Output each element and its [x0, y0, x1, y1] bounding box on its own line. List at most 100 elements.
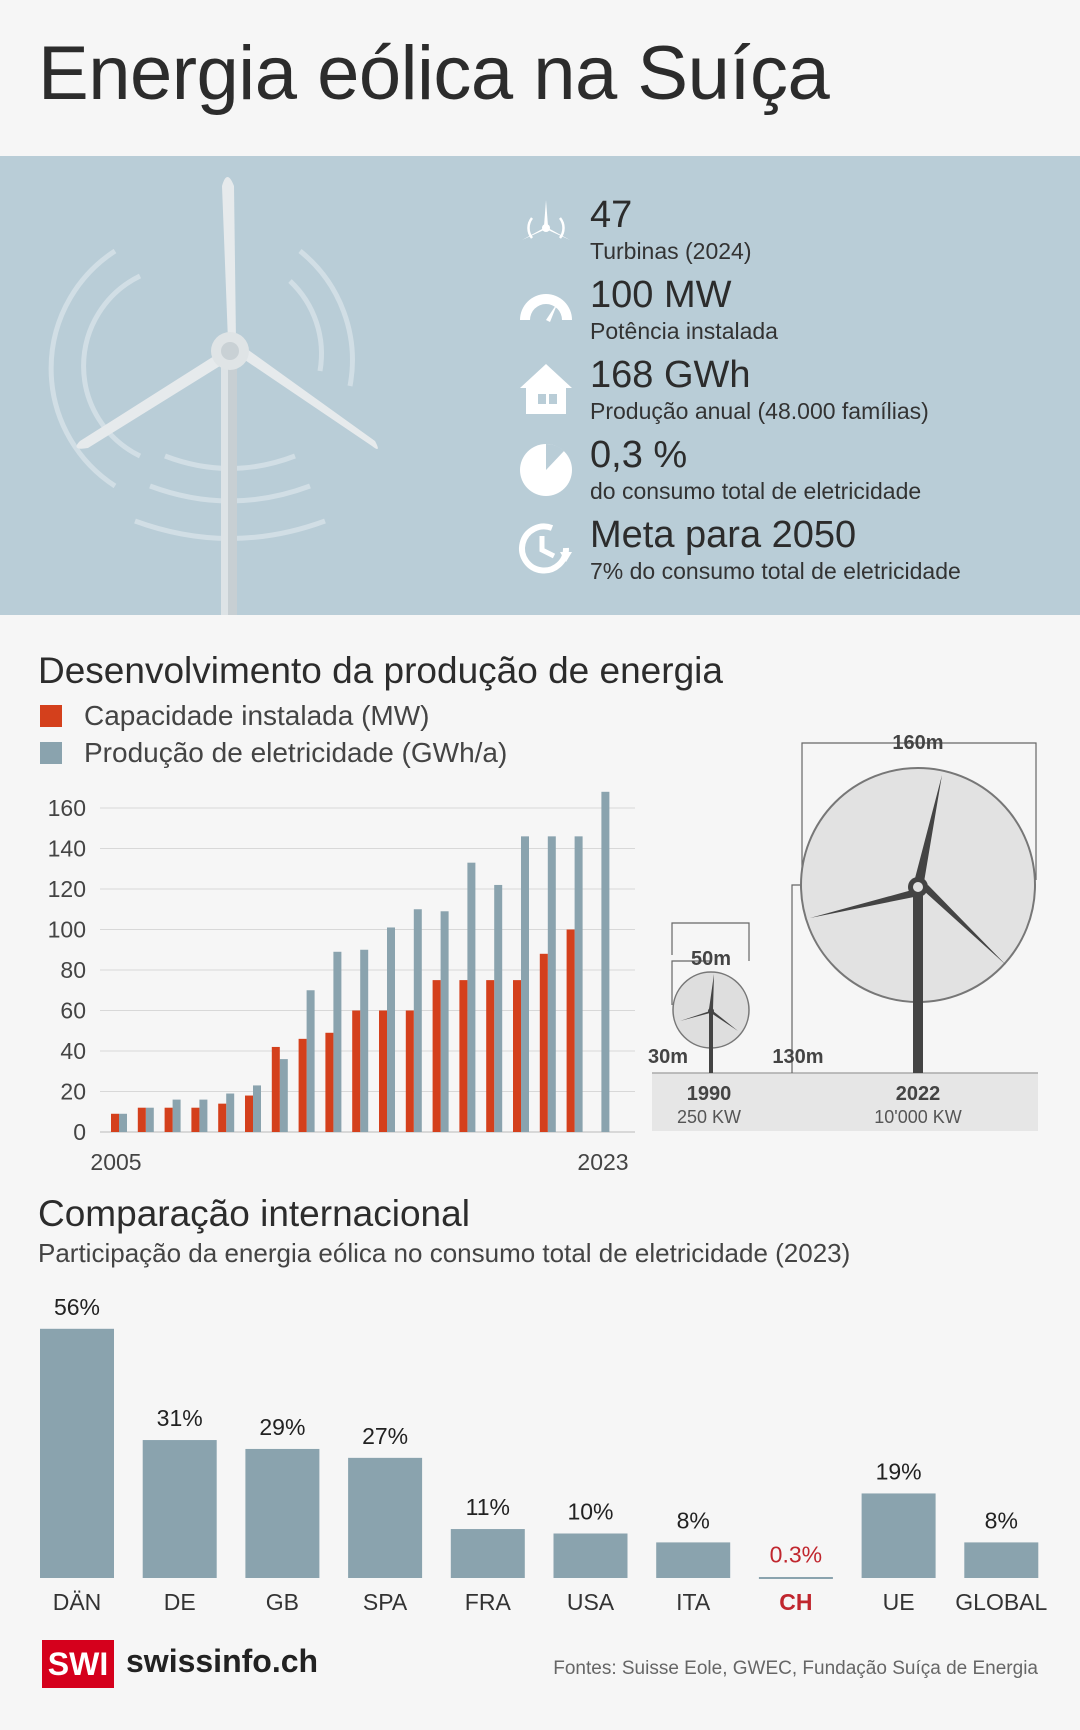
capacity-bar: [164, 1107, 173, 1132]
comparison-category-label: DÄN: [53, 1589, 102, 1615]
capacity-bar: [271, 1046, 280, 1132]
small-power: 250 KW: [677, 1107, 741, 1127]
comparison-bar-gb: [245, 1448, 320, 1578]
development-heading: Desenvolvimento da produção de energia: [38, 650, 723, 691]
production-bar: [547, 836, 556, 1132]
development-bar-chart: 0 20 40 60 80 100 120 140 160 2005 2023: [48, 791, 635, 1175]
comparison-value-label: 56%: [54, 1294, 100, 1320]
comparison-value-label: 19%: [876, 1458, 922, 1484]
capacity-bar: [245, 1095, 253, 1132]
legend-production: Produção de eletricidade (GWh/a): [40, 737, 507, 769]
capacity-bar: [405, 1010, 414, 1132]
y-tick-label: 60: [60, 998, 86, 1024]
capacity-bar: [218, 1103, 227, 1132]
speedometer-icon: [520, 294, 572, 322]
small-hub: [708, 1008, 714, 1014]
comparison-value-label: 0.3%: [770, 1542, 822, 1568]
comparison-category-label: FRA: [465, 1589, 512, 1615]
large-blades: [810, 775, 1006, 965]
target-clock-icon: [519, 523, 572, 574]
large-hub-label: 130m: [772, 1046, 823, 1068]
production-bar: [413, 909, 422, 1132]
production-bar: [253, 1085, 261, 1132]
comparison-category-label: ITA: [676, 1589, 711, 1615]
large-year: 2022: [896, 1083, 941, 1105]
comparison-category-label: USA: [567, 1589, 615, 1615]
small-year: 1990: [687, 1083, 732, 1105]
stat-label: Produção anual (48.000 famílias): [590, 398, 929, 424]
pie-icon: [520, 443, 572, 496]
y-tick-label: 160: [48, 795, 86, 821]
y-tick-label: 80: [60, 957, 86, 983]
capacity-bar: [459, 980, 468, 1132]
comparison-subheading: Participação da energia eólica no consum…: [38, 1238, 851, 1268]
capacity-bar: [298, 1038, 307, 1132]
y-tick-label: 120: [48, 876, 86, 902]
comparison-bar-fra: [450, 1529, 525, 1578]
comparison-value-label: 31%: [157, 1405, 203, 1431]
comparison-value-label: 8%: [985, 1507, 1018, 1533]
comparison-value-label: 10%: [567, 1499, 613, 1525]
comparison-category-label: GLOBAL: [955, 1589, 1047, 1615]
sources-note: Fontes: Suisse Eole, GWEC, Fundação Suíç…: [553, 1658, 1038, 1679]
production-bar: [440, 911, 449, 1132]
production-bar: [387, 927, 395, 1132]
small-tower: [709, 1010, 713, 1073]
small-blades: [680, 974, 738, 1031]
capacity-bar: [191, 1107, 200, 1132]
stat-label: Turbinas (2024): [590, 238, 752, 264]
comparison-bar-ue: [861, 1493, 936, 1578]
production-bar: [119, 1113, 127, 1132]
comparison-value-label: 27%: [362, 1423, 408, 1449]
stat-value: 47: [590, 194, 633, 236]
x-end-label: 2023: [577, 1149, 628, 1175]
production-bar: [226, 1093, 235, 1132]
production-bar: [360, 949, 369, 1132]
stat-value: 0,3 %: [590, 434, 688, 476]
large-diameter-label: 160m: [892, 732, 943, 754]
capacity-bar: [137, 1107, 146, 1132]
comparison-bar-spa: [348, 1457, 423, 1578]
size-base-panel: [652, 1073, 1038, 1131]
legend-label: Capacidade instalada (MW): [84, 700, 430, 731]
legend-swatch-capacity: [40, 705, 62, 727]
y-tick-label: 140: [48, 836, 86, 862]
capacity-bar: [432, 980, 441, 1132]
stat-label: do consumo total de eletricidade: [590, 478, 922, 504]
international-comparison-chart: 56% DÄN 31% DE 29% GB 27% SPA 11% FRA 10% USA 8% ITA 0…: [40, 1294, 1048, 1615]
production-bar: [494, 884, 503, 1132]
large-hub-center: [913, 882, 923, 892]
small-diameter-bracket: [671, 922, 750, 961]
capacity-bar: [325, 1032, 334, 1132]
comparison-value-label: 11%: [466, 1494, 510, 1520]
comparison-value-label: 8%: [677, 1507, 710, 1533]
stat-label: 7% do consumo total de eletricidade: [590, 558, 961, 584]
small-diameter-label: 50m: [691, 948, 731, 970]
comparison-category-label: SPA: [363, 1589, 408, 1615]
small-hub-bracket: [671, 960, 711, 1005]
capacity-bar: [352, 1010, 361, 1132]
comparison-bar-ita: [656, 1542, 731, 1578]
legend-swatch-production: [40, 742, 62, 764]
capacity-bar: [379, 1010, 387, 1132]
swi-logo-box: SWI: [42, 1640, 114, 1688]
production-bar: [574, 836, 583, 1132]
comparison-category-label: DE: [164, 1589, 196, 1615]
production-bar: [467, 862, 476, 1132]
production-bar: [521, 836, 529, 1132]
capacity-bar: [539, 953, 548, 1132]
legend-label: Produção de eletricidade (GWh/a): [84, 737, 508, 768]
comparison-category-label: CH: [779, 1589, 812, 1615]
capacity-bar: [111, 1113, 119, 1132]
production-bar: [601, 791, 610, 1132]
swi-logo-text: swissinfo.ch: [126, 1643, 319, 1679]
production-bar: [172, 1099, 181, 1132]
house-icon: [520, 364, 572, 414]
y-tick-label: 0: [73, 1119, 86, 1145]
stat-label: Potência instalada: [590, 318, 778, 344]
production-bar: [199, 1099, 208, 1132]
wind-turbine-illustration: [48, 177, 378, 615]
legend-capacity: Capacidade instalada (MW): [40, 700, 430, 732]
comparison-bar-dän: [40, 1328, 114, 1578]
production-bar: [145, 1107, 154, 1132]
